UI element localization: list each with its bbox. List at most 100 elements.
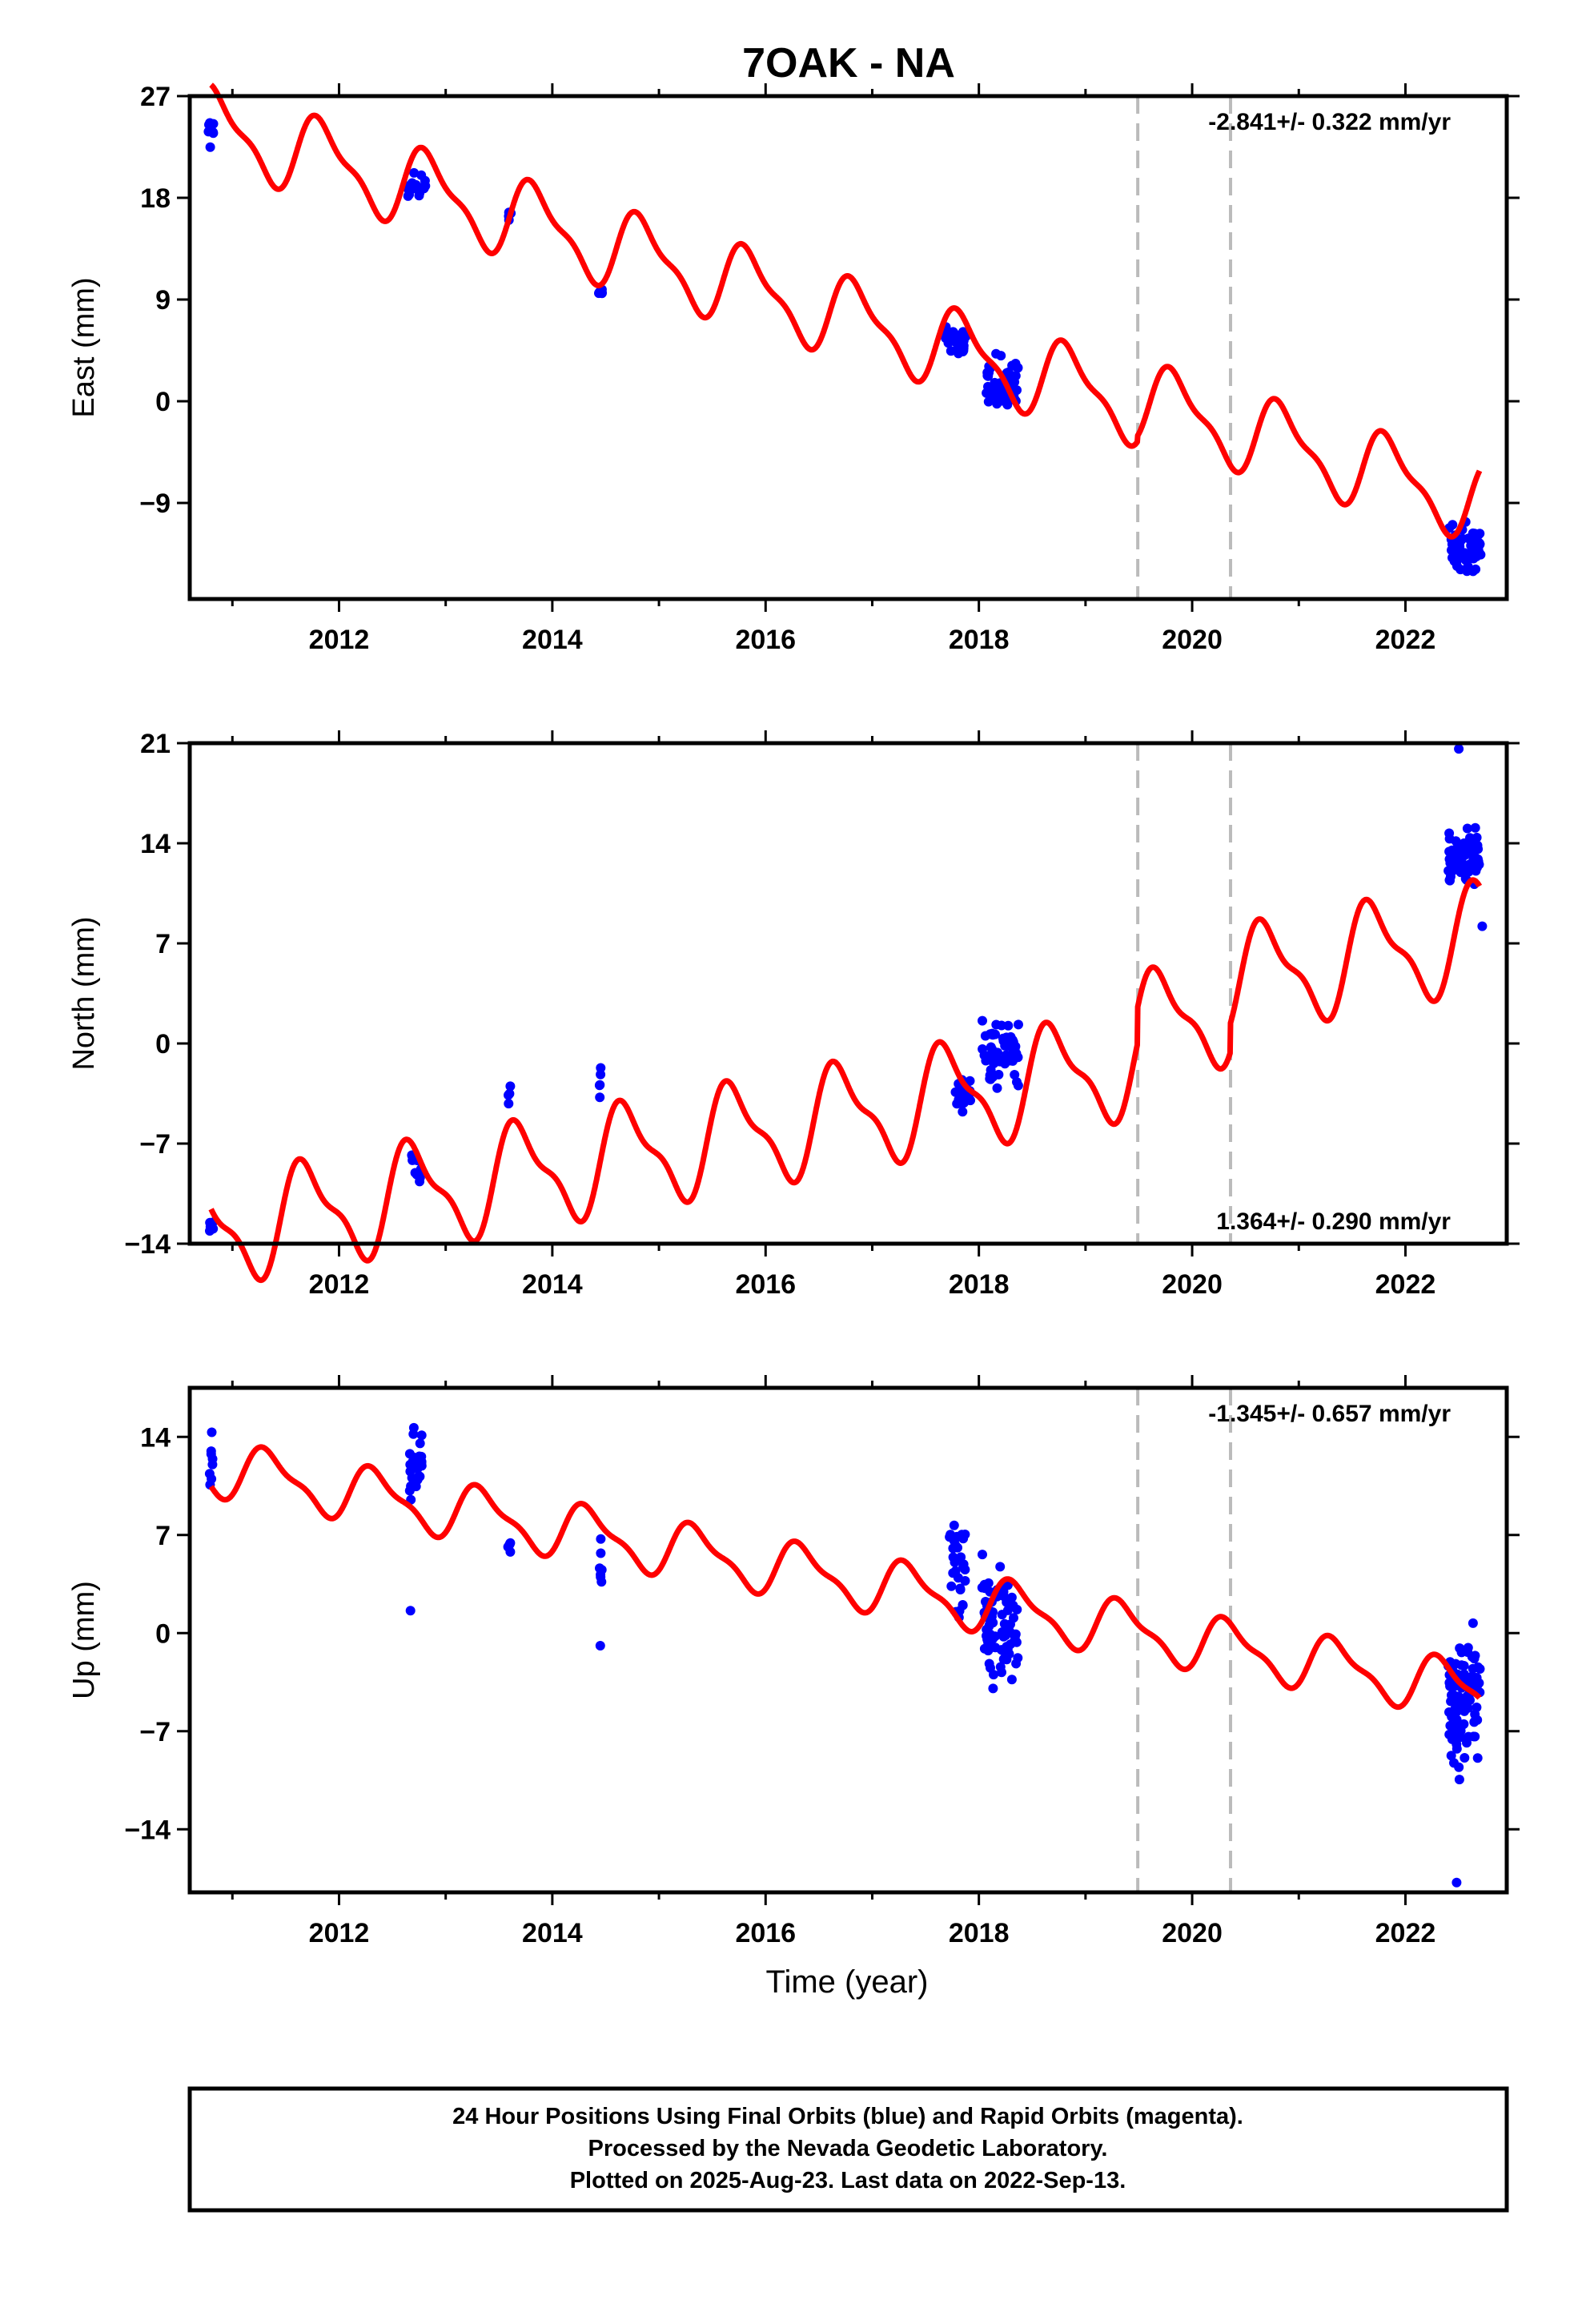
y-tick-label: −14	[124, 1229, 171, 1260]
data-point	[206, 1221, 216, 1232]
data-point	[1454, 1775, 1464, 1785]
data-point	[1462, 823, 1472, 834]
data-point	[995, 1056, 1006, 1067]
data-point	[206, 126, 216, 136]
model-line	[208, 1444, 1482, 1711]
data-point	[1443, 866, 1454, 876]
data-point	[1002, 1597, 1012, 1607]
data-point	[207, 1427, 217, 1437]
data-point	[950, 1087, 961, 1097]
y-tick-label: 21	[140, 729, 171, 759]
y-tick-label: 0	[155, 387, 171, 417]
data-point	[596, 1534, 606, 1544]
y-tick-label: 0	[155, 1029, 171, 1059]
data-point	[408, 1422, 419, 1433]
data-point	[983, 371, 994, 381]
data-point	[405, 1606, 416, 1616]
data-point	[1010, 371, 1021, 381]
data-point	[1447, 520, 1458, 530]
footer-line-2: Processed by the Nevada Geodetic Laborat…	[588, 2136, 1108, 2161]
data-point	[960, 1565, 970, 1574]
data-point	[411, 1478, 421, 1488]
chart-title: 7OAK - NA	[742, 40, 955, 86]
data-point	[1468, 1618, 1478, 1628]
data-point	[1454, 1762, 1464, 1772]
x-tick-label: 2018	[949, 1269, 1010, 1300]
data-point	[983, 396, 994, 407]
rate-annotation: -2.841+/- 0.322 mm/yr	[1208, 109, 1451, 135]
data-point	[1471, 564, 1481, 574]
x-tick-label: 2014	[522, 1269, 583, 1300]
data-point	[986, 1042, 996, 1052]
data-point	[1446, 1751, 1456, 1761]
data-point	[988, 1072, 998, 1082]
y-tick-label: −7	[139, 1129, 171, 1160]
data-point	[958, 1107, 968, 1117]
data-point	[1459, 1661, 1469, 1671]
data-point	[954, 348, 964, 359]
data-point	[1013, 363, 1022, 373]
data-point	[946, 1530, 956, 1540]
data-point	[1452, 541, 1462, 551]
y-tick-label: −9	[139, 489, 171, 519]
data-point	[1010, 1070, 1020, 1080]
data-point	[408, 1155, 418, 1165]
data-point	[1467, 1651, 1477, 1662]
data-point	[949, 1520, 959, 1530]
data-point	[990, 1642, 1001, 1653]
data-point	[1472, 1753, 1483, 1763]
data-point	[948, 1568, 958, 1578]
data-point	[1472, 840, 1483, 850]
data-point	[997, 1610, 1007, 1620]
y-tick-label: 27	[140, 82, 171, 112]
data-point	[1472, 1703, 1482, 1712]
data-point	[420, 183, 429, 193]
data-point	[981, 1055, 991, 1066]
data-point	[956, 1552, 966, 1562]
data-point	[986, 1663, 995, 1673]
up-panel: 14 7 0 −7 −14 2012 2014 2016 2018 2020 2022 Up (mm)…	[67, 1375, 1520, 1948]
data-point	[958, 1095, 968, 1105]
data-point	[1449, 556, 1460, 566]
x-tick-label: 2012	[309, 1269, 370, 1300]
y-tick-label: 0	[155, 1618, 171, 1649]
x-tick-label: 2018	[949, 1918, 1010, 1948]
data-point	[1013, 1653, 1023, 1663]
data-point	[504, 1099, 514, 1109]
data-point	[991, 1019, 1002, 1030]
data-point	[946, 1581, 957, 1591]
data-point	[992, 399, 1002, 409]
data-point	[995, 1562, 1006, 1572]
x-tick-label: 2014	[522, 625, 583, 655]
data-point	[1009, 1637, 1019, 1647]
data-point	[1457, 553, 1468, 563]
data-point	[595, 1641, 605, 1651]
x-tick-label: 2020	[1162, 625, 1223, 655]
y-tick-label: 14	[140, 1422, 171, 1453]
data-point	[206, 1446, 216, 1457]
x-tick-label: 2020	[1162, 1269, 1223, 1300]
y-tick-label: −7	[139, 1717, 171, 1747]
data-point	[960, 1530, 970, 1539]
data-point	[1003, 367, 1014, 377]
data-point	[596, 1565, 607, 1575]
data-point	[1465, 833, 1475, 843]
data-point	[415, 1438, 425, 1449]
data-point	[1452, 1715, 1462, 1725]
data-point	[409, 1453, 420, 1463]
data-point	[960, 1576, 970, 1586]
north-panel: 21 14 7 0 −7 −14 2012 2014 2016 2018 2020 2022 North…	[67, 729, 1520, 1300]
data-point	[1472, 1673, 1482, 1683]
data-point	[595, 1092, 605, 1103]
footer-frame	[187, 2086, 1509, 2213]
x-tick-label: 2016	[735, 1269, 796, 1300]
data-point	[1447, 1734, 1457, 1744]
data-point	[983, 381, 993, 392]
data-point	[1472, 1680, 1483, 1691]
data-point	[1452, 1707, 1462, 1717]
data-point	[207, 1454, 218, 1464]
data-point	[948, 1552, 958, 1562]
data-point	[1445, 1720, 1456, 1731]
data-point	[1472, 551, 1482, 561]
data-point	[416, 1430, 427, 1441]
